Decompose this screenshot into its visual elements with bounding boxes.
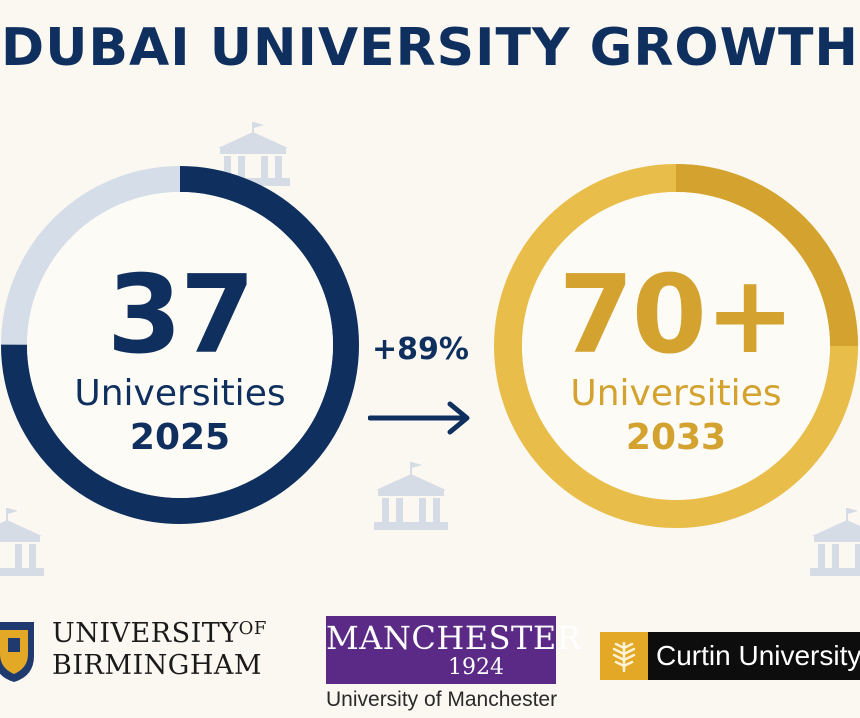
birmingham-line2: BIRMINGHAM	[52, 649, 263, 681]
right-progress-ring	[494, 164, 858, 528]
growth-percentage: +89%	[372, 332, 469, 367]
arrow-right-icon	[368, 401, 470, 435]
left-stat-value: 37	[106, 253, 255, 378]
birmingham-crest-icon	[0, 622, 34, 682]
right-stat-year: 2033	[625, 417, 727, 459]
building-icon	[810, 508, 860, 576]
left-stat-label: Universities	[74, 373, 286, 414]
right-stat: 70+ Universities 2033	[526, 262, 826, 460]
manchester-word: MANCHESTER	[326, 619, 582, 657]
curtin-wordmark: Curtin University	[648, 632, 860, 680]
birmingham-logo: UNIVERSITYOF BIRMINGHAM	[0, 614, 290, 694]
manchester-logo: MANCHESTER 1924 University of Manchester	[326, 616, 582, 712]
manchester-year: 1924	[448, 654, 504, 680]
right-stat-value: 70+	[558, 253, 796, 378]
left-stat: 37 Universities 2025	[30, 262, 330, 460]
left-stat-year: 2025	[129, 417, 231, 459]
curtin-logo: Curtin University	[600, 632, 860, 682]
manchester-box: MANCHESTER 1924	[326, 616, 582, 684]
building-icon	[0, 508, 44, 576]
left-ring-arc	[1, 166, 359, 524]
birmingham-wordmark: UNIVERSITYOF BIRMINGHAM	[52, 618, 267, 682]
left-progress-ring	[1, 166, 359, 524]
right-stat-label: Universities	[570, 373, 782, 414]
manchester-subtitle: University of Manchester	[326, 688, 558, 711]
birmingham-of: OF	[238, 618, 267, 639]
birmingham-line1: UNIVERSITY	[52, 618, 239, 649]
page-title: DUBAI UNIVERSITY GROWTH	[1, 18, 859, 78]
building-icon	[374, 462, 448, 530]
curtin-mark-icon	[600, 632, 648, 680]
